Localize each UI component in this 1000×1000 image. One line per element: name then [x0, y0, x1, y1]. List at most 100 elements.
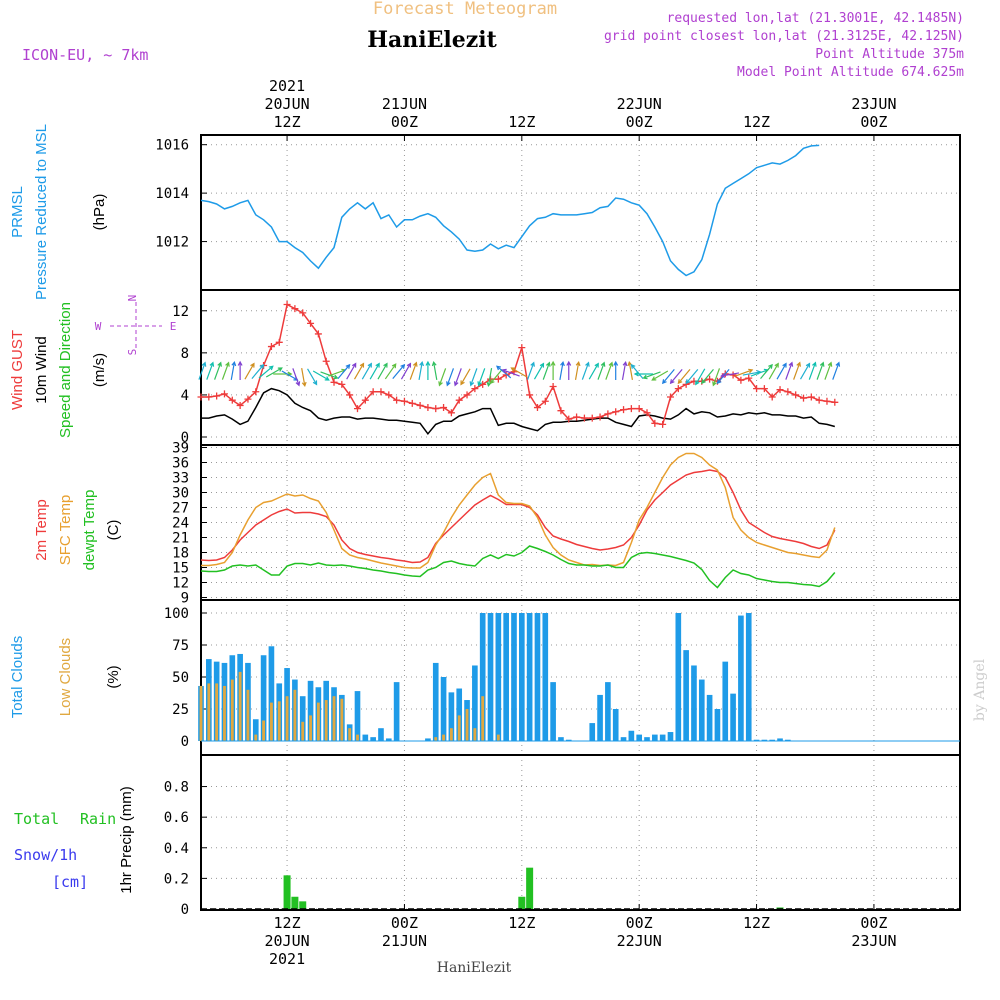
low-cloud-bar	[465, 709, 469, 741]
wind-arrow	[550, 360, 556, 380]
low-cloud-bar	[215, 683, 219, 741]
total-cloud-bar	[456, 688, 463, 741]
gust-point	[283, 300, 291, 308]
gust-point	[580, 414, 588, 422]
y-tick-label: 50	[172, 670, 189, 686]
gust-point	[596, 413, 604, 421]
gust-point	[745, 374, 753, 382]
gust-point	[213, 392, 221, 400]
gust-point	[807, 393, 815, 401]
wind-direction-arrows	[198, 360, 841, 388]
precip-bar	[299, 901, 307, 909]
gust-point	[424, 404, 432, 412]
wind-arrow	[701, 369, 714, 385]
gust-point	[565, 415, 573, 423]
total-cloud-bar	[761, 739, 768, 741]
total-cloud-bar	[698, 679, 705, 741]
gust-point	[706, 375, 714, 383]
wind-arrow	[292, 368, 301, 387]
gust-point	[408, 399, 416, 407]
total-cloud-bar	[307, 680, 314, 741]
top-time-label: 12Z	[743, 113, 770, 131]
footer-location: HaniElezit	[437, 960, 512, 976]
clouds-total-label: Total Clouds	[9, 636, 26, 719]
total-cloud-bar	[479, 613, 486, 741]
wind-arrow	[301, 367, 307, 388]
gust-point	[252, 388, 260, 396]
gust-point	[330, 378, 338, 386]
gust-markers	[197, 300, 839, 428]
wind-arrow	[214, 361, 222, 380]
wind-unit: (m/s)	[91, 353, 108, 387]
panel-clouds: 0 25 50 75 100	[164, 599, 961, 756]
y-tick-label: 15	[172, 561, 189, 577]
gust-point	[385, 391, 393, 399]
y-tick-label: 0.4	[164, 841, 189, 857]
total-cloud-bar	[675, 613, 682, 741]
total-cloud-bar	[354, 691, 361, 741]
total-cloud-bar	[503, 613, 509, 741]
wind-arrow	[320, 371, 339, 380]
gust-point	[322, 357, 330, 365]
wind-arrow	[785, 361, 794, 380]
y-tick-label: 0.6	[164, 810, 189, 826]
total-cloud-bar	[714, 709, 721, 741]
total-cloud-bar	[565, 739, 572, 741]
wind-arrow	[361, 362, 372, 380]
total-cloud-bar	[385, 738, 392, 741]
y-tick-label: 25	[172, 702, 189, 718]
gust-point	[228, 396, 236, 404]
requested-coords: requested lon,lat (21.3001E, 42.1485N)	[667, 11, 964, 26]
total-cloud-bar	[260, 655, 267, 741]
gust-point	[549, 383, 557, 391]
y-tick-label: 8	[181, 346, 189, 362]
low-cloud-bar	[277, 701, 281, 741]
wind-arrow	[542, 361, 551, 380]
grid-layer	[286, 135, 875, 910]
top-time-label: 23JUN	[851, 95, 896, 113]
total-cloud-bar	[652, 734, 658, 741]
wind-arrow	[206, 361, 215, 380]
temp-line-temp2m	[200, 469, 836, 564]
gust-point	[377, 388, 385, 396]
point-altitude: Point Altitude 375m	[815, 47, 964, 62]
panel-precip: 0 0.2 0.4 0.6 0.8	[164, 754, 961, 918]
low-cloud-bar	[301, 721, 305, 741]
gust-point	[831, 398, 839, 406]
precip-cm-label: [cm]	[52, 873, 88, 891]
y-tick-label: 21	[172, 531, 189, 547]
total-cloud-bar	[589, 723, 596, 741]
low-cloud-bar	[293, 689, 297, 741]
y-tick-label: 0	[181, 902, 189, 918]
bottom-time-label: 00Z	[391, 914, 418, 932]
total-cloud-bar	[362, 734, 369, 741]
wind-arrow	[489, 369, 503, 385]
gust-point	[197, 393, 205, 401]
panel-frame	[200, 754, 961, 911]
precip-bar	[283, 875, 291, 909]
wind-arrow	[669, 369, 683, 385]
gust-point	[792, 391, 800, 399]
total-cloud-bar	[511, 613, 517, 741]
y-tick-label: 1014	[155, 186, 189, 202]
low-cloud-bar	[270, 702, 273, 741]
bottom-time-label: 12Z	[508, 914, 535, 932]
wind-speed-line	[201, 387, 835, 436]
gust-point	[275, 338, 283, 346]
model-altitude: Model Point Altitude 674.625m	[737, 65, 964, 80]
gust-point	[353, 405, 361, 413]
gust-point	[557, 407, 565, 415]
gust-point	[361, 396, 369, 404]
precip-rain-label: Rain	[80, 810, 116, 828]
wind-gust-line	[201, 303, 835, 426]
wind-arrow	[816, 361, 825, 380]
wind-speed-dir-label: Speed and Direction	[57, 302, 74, 438]
y-tick-label: 9	[181, 591, 189, 607]
gust-point	[784, 388, 792, 396]
gust-point	[518, 344, 526, 352]
wind-arrow	[418, 360, 425, 381]
total-cloud-bar	[487, 613, 494, 741]
precip-bar	[518, 896, 526, 909]
temp-dewpt-label: dewpt Temp	[81, 490, 98, 571]
panel-frame	[200, 134, 961, 291]
